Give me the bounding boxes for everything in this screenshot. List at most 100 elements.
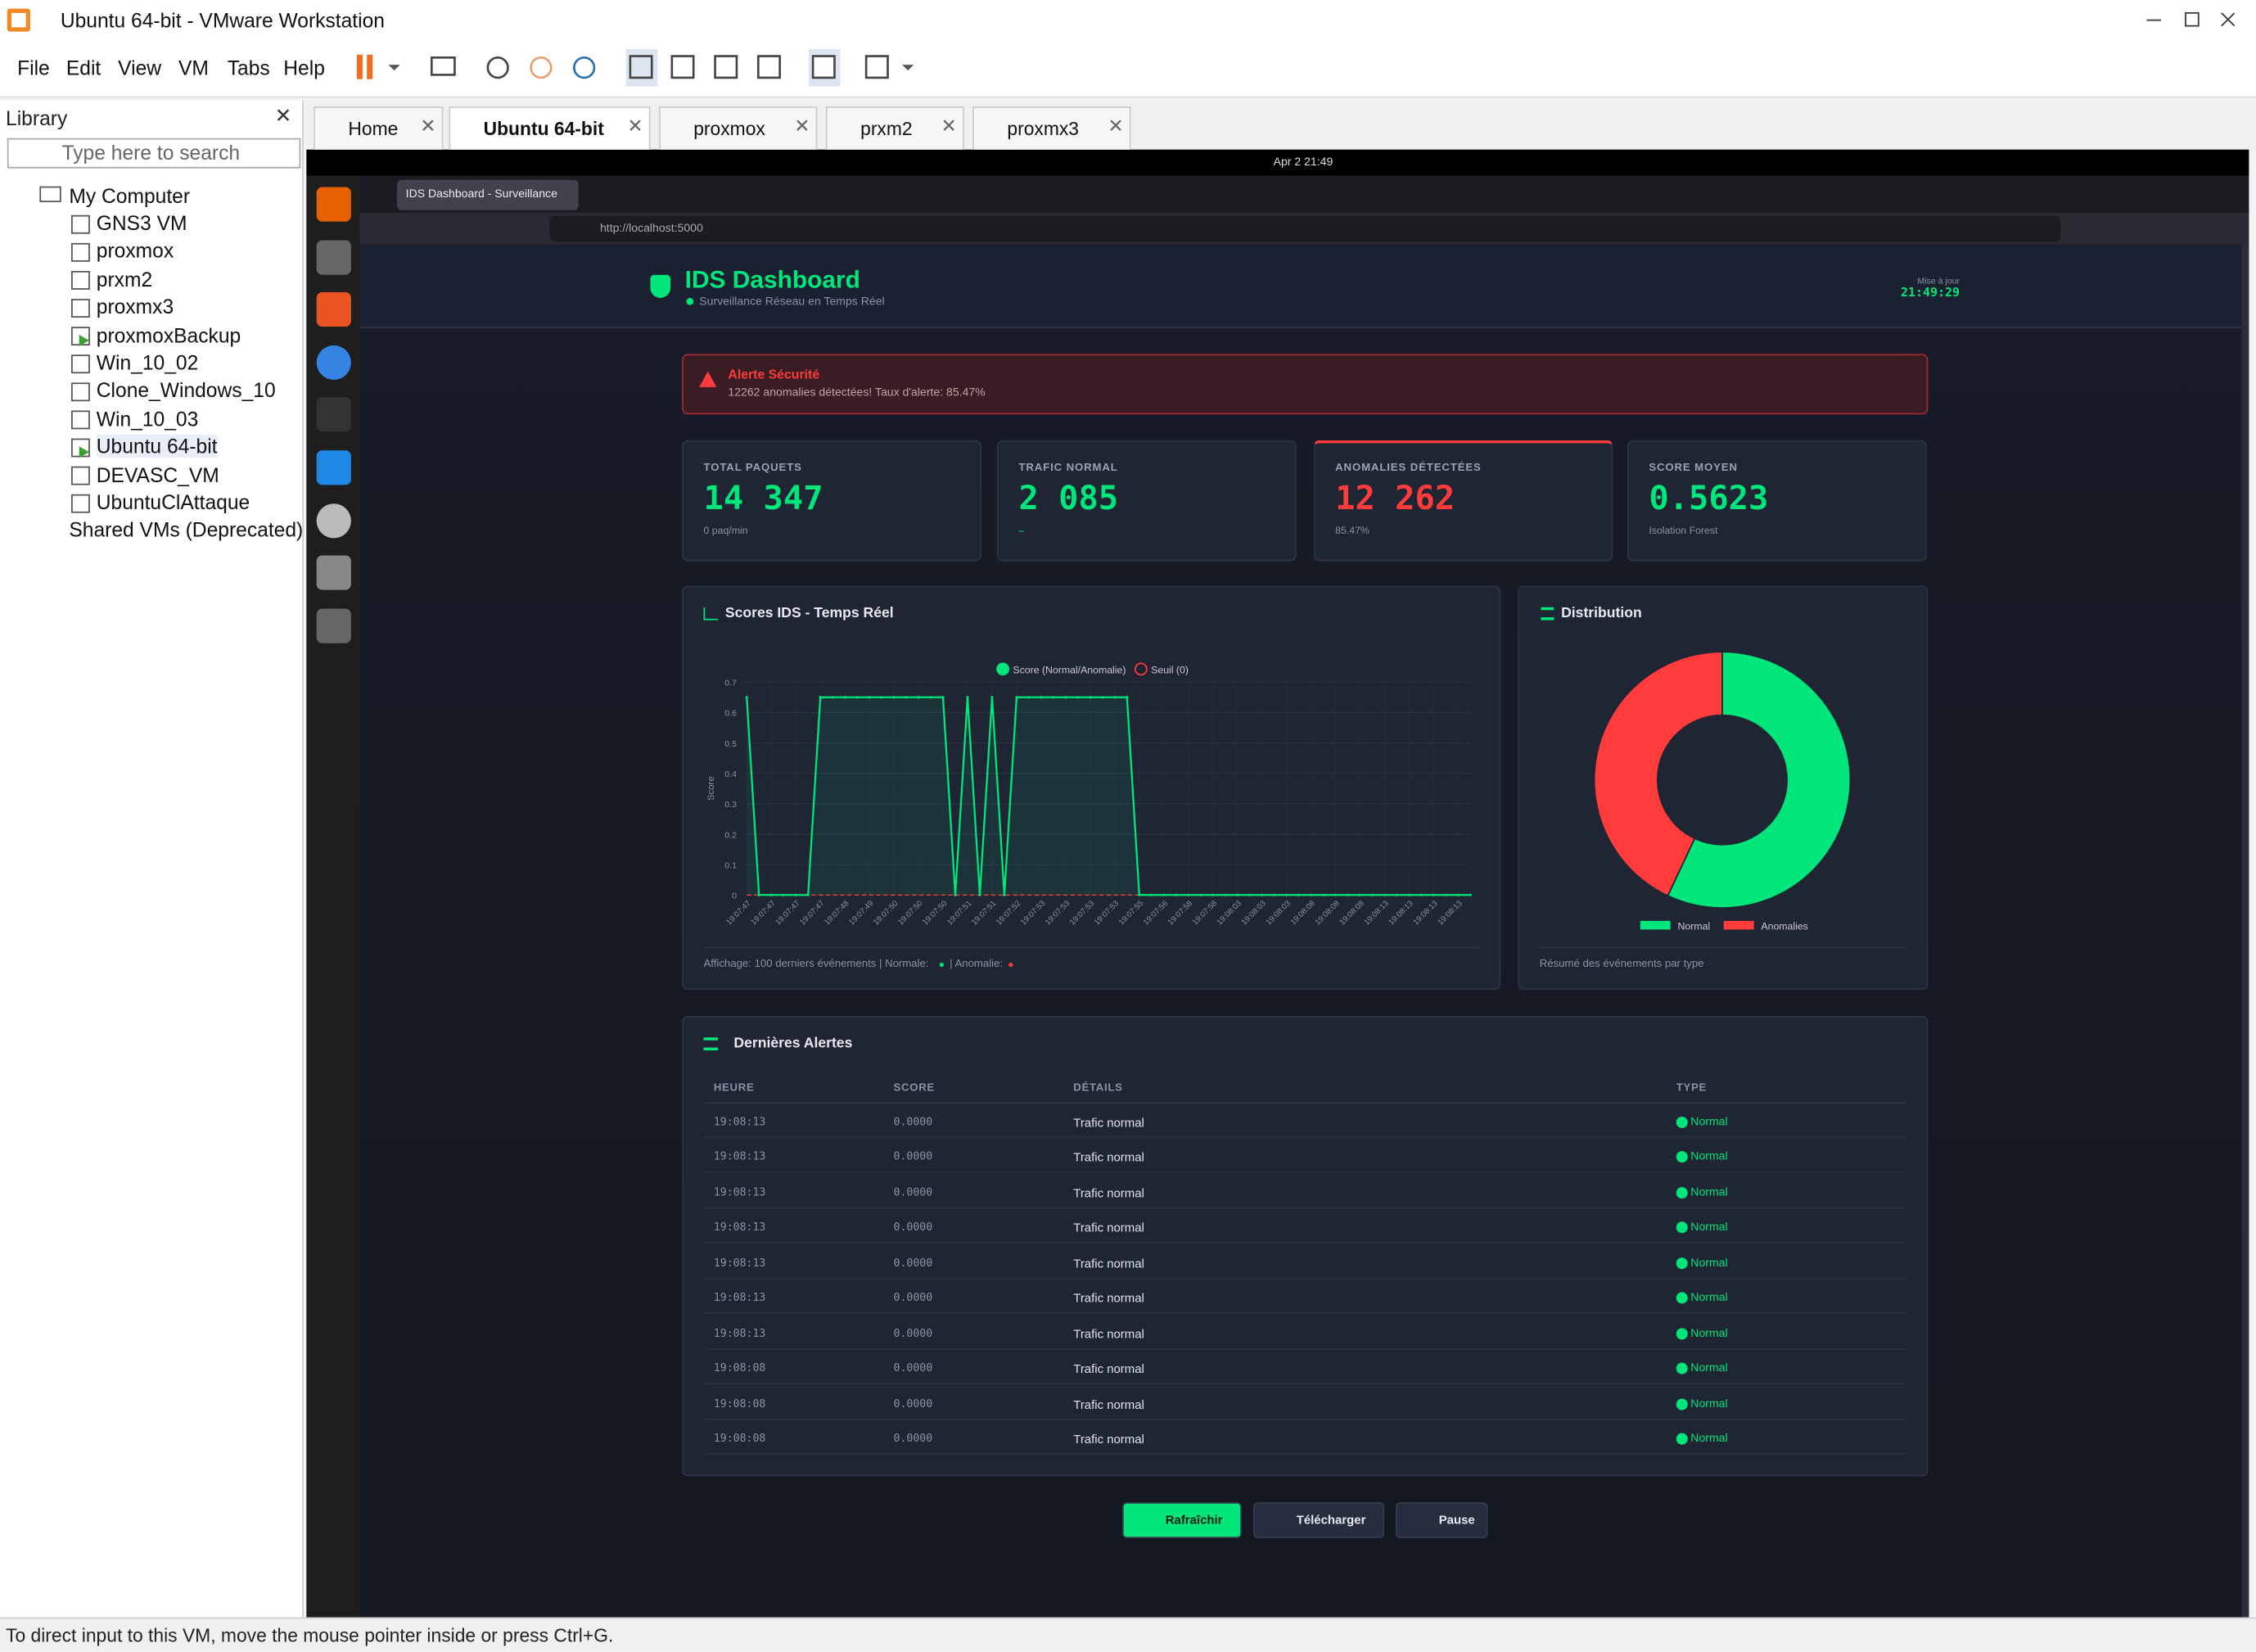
stat-card: [682, 440, 981, 562]
vm-tab-close[interactable]: ✕: [627, 115, 643, 137]
vm-tab-close[interactable]: ✕: [941, 115, 957, 137]
dock-icon[interactable]: [316, 397, 351, 432]
type-icon: [1676, 1151, 1688, 1163]
ubuntu-top-bar: [306, 149, 2249, 176]
score-point: [782, 893, 785, 896]
row-rule: [703, 1136, 1906, 1139]
button-label[interactable]: Rafraîchir: [1165, 1512, 1223, 1527]
action-button[interactable]: [1395, 1502, 1488, 1538]
library-close[interactable]: ✕: [274, 103, 292, 127]
score-point: [966, 696, 969, 699]
app-icon: [7, 8, 30, 32]
y-tick-label: 0.5: [724, 739, 737, 749]
score-point: [745, 696, 748, 699]
x-tick-label: 19:07:58: [1191, 899, 1219, 927]
score-point: [1236, 893, 1239, 896]
vm-tab-label[interactable]: Ubuntu 64-bit: [483, 118, 604, 140]
card-label: SCORE MOYEN: [1649, 460, 1738, 474]
menu-item[interactable]: VM: [178, 56, 209, 79]
x-tick-label: 19:07:53: [1093, 899, 1121, 927]
dock-icon[interactable]: [316, 555, 351, 590]
vm-running-icon: [79, 334, 89, 346]
score-point: [905, 696, 908, 699]
tree-vm[interactable]: Ubuntu 64-bit: [96, 435, 218, 458]
dock-icon[interactable]: [316, 292, 351, 327]
vm-tab[interactable]: [972, 106, 1131, 150]
type-icon: [1676, 1221, 1688, 1234]
menu-item[interactable]: Help: [283, 56, 325, 79]
dock-icon[interactable]: [316, 187, 351, 222]
row-details: Trafic normal: [1073, 1256, 1144, 1271]
row-score: 0.0000: [893, 1397, 933, 1410]
dock-icon[interactable]: [316, 450, 351, 485]
vm-tab-label[interactable]: proxmox: [693, 118, 765, 140]
tree-vm[interactable]: Win_10_02: [96, 350, 199, 375]
x-tick-label: 19:07:48: [823, 899, 851, 927]
search-placeholder[interactable]: Type here to search: [61, 141, 241, 165]
menu-item[interactable]: Tabs: [227, 56, 270, 79]
tree-vm[interactable]: DEVASC_VM: [96, 463, 219, 486]
button-label[interactable]: Pause: [1438, 1512, 1475, 1527]
x-tick-label: 19:08:13: [1411, 899, 1439, 927]
vm-tab-close[interactable]: ✕: [794, 115, 810, 137]
tree-vm[interactable]: proxmox: [96, 239, 174, 263]
dock-icon[interactable]: [316, 239, 351, 275]
type-icon: [1676, 1257, 1688, 1269]
score-point: [1076, 696, 1080, 699]
url-bar[interactable]: [549, 215, 2061, 242]
card-label: TRAFIC NORMAL: [1018, 460, 1118, 474]
dock-icon[interactable]: [316, 345, 351, 380]
row-time: 19:08:13: [713, 1291, 766, 1304]
action-button[interactable]: [1122, 1502, 1242, 1538]
menu-item[interactable]: File: [17, 56, 50, 79]
browser-tab[interactable]: [397, 179, 579, 210]
menu-item[interactable]: Edit: [65, 56, 102, 79]
y-tick-label: 0.6: [724, 709, 737, 719]
row-type: Normal: [1690, 1431, 1728, 1445]
type-icon: [1676, 1292, 1688, 1304]
browser-tab-title[interactable]: IDS Dashboard - Surveillance: [405, 187, 557, 201]
vm-tab-label[interactable]: prxm2: [860, 118, 913, 140]
card-value: 2 085: [1018, 481, 1119, 518]
legend-label: Anomalies: [1761, 920, 1807, 932]
url-text[interactable]: http://localhost:5000: [599, 221, 703, 235]
tree-vm[interactable]: GNS3 VM: [96, 211, 187, 235]
tree-vm[interactable]: prxm2: [96, 267, 153, 291]
tree-shared[interactable]: Shared VMs (Deprecated): [69, 517, 304, 541]
toolbar[interactable]: [345, 46, 921, 89]
chart-title: Scores IDS - Temps Réel: [724, 605, 894, 622]
vm-tab[interactable]: [314, 106, 444, 150]
menu-item[interactable]: View: [118, 56, 162, 79]
dock-icon[interactable]: [316, 608, 351, 643]
score-point: [757, 893, 760, 896]
status-bar: [0, 1617, 2256, 1652]
row-details: Trafic normal: [1073, 1397, 1144, 1411]
tree-vm[interactable]: Win_10_03: [96, 407, 199, 431]
score-point: [990, 696, 994, 699]
row-details: Trafic normal: [1073, 1361, 1144, 1376]
vm-tab[interactable]: [449, 106, 651, 150]
tree-vm[interactable]: UbuntuClAttaque: [96, 490, 250, 514]
vm-tab-close[interactable]: ✕: [420, 115, 436, 137]
legend-label: Normal: [1677, 920, 1710, 932]
score-point: [1175, 893, 1178, 896]
vm-tab[interactable]: [825, 106, 964, 150]
score-point: [831, 696, 834, 699]
legend-label: Score (Normal/Anomalie): [1013, 665, 1126, 676]
tree-root[interactable]: My Computer: [69, 183, 191, 208]
tree-vm[interactable]: proxmoxBackup: [96, 323, 241, 346]
vm-tab[interactable]: [659, 106, 818, 150]
vm-tab-label[interactable]: Home: [348, 118, 399, 140]
score-point: [1432, 893, 1435, 896]
window-controls[interactable]: [2129, 6, 2245, 34]
search-box[interactable]: [7, 138, 301, 169]
dock-icon[interactable]: [316, 503, 351, 538]
tree-vm[interactable]: Clone_Windows_10: [96, 378, 276, 403]
action-button[interactable]: [1252, 1502, 1384, 1538]
score-point: [769, 893, 773, 896]
tree-vm[interactable]: proxmx3: [96, 295, 174, 318]
score-point: [929, 696, 932, 699]
vm-tab-label[interactable]: proxmx3: [1007, 118, 1080, 140]
button-label[interactable]: Télécharger: [1296, 1512, 1366, 1527]
vm-tab-close[interactable]: ✕: [1108, 115, 1124, 137]
